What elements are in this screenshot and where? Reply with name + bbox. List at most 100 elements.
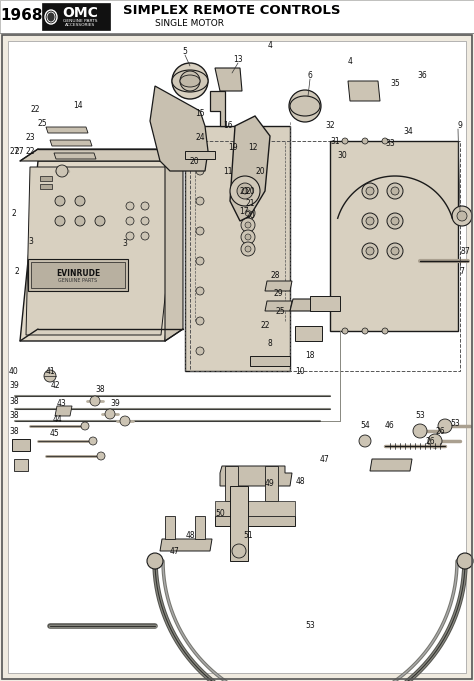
Polygon shape — [20, 149, 183, 161]
Text: 16: 16 — [223, 121, 233, 131]
Text: 21: 21 — [239, 187, 249, 195]
Circle shape — [362, 138, 368, 144]
Circle shape — [89, 437, 97, 445]
Circle shape — [297, 98, 313, 114]
Text: 22: 22 — [30, 106, 40, 114]
Circle shape — [55, 196, 65, 206]
Circle shape — [147, 553, 163, 569]
Circle shape — [120, 416, 130, 426]
Text: 25: 25 — [275, 306, 285, 315]
Circle shape — [382, 138, 388, 144]
Text: 53: 53 — [305, 622, 315, 631]
Circle shape — [241, 218, 255, 232]
Circle shape — [230, 176, 260, 206]
Text: 20: 20 — [255, 166, 265, 176]
Circle shape — [196, 197, 204, 205]
Text: 37: 37 — [460, 247, 470, 255]
Text: 3: 3 — [123, 238, 128, 247]
Polygon shape — [250, 356, 290, 366]
Text: 43: 43 — [57, 400, 67, 409]
Circle shape — [44, 370, 56, 382]
Circle shape — [196, 317, 204, 325]
Circle shape — [387, 183, 403, 199]
Circle shape — [126, 202, 134, 210]
Text: 38: 38 — [9, 396, 19, 405]
Text: 17: 17 — [239, 206, 249, 215]
Circle shape — [391, 187, 399, 195]
Text: 15: 15 — [195, 108, 205, 118]
Polygon shape — [220, 466, 292, 486]
Text: 32: 32 — [325, 121, 335, 131]
Text: 48: 48 — [295, 477, 305, 486]
Text: 26: 26 — [435, 426, 445, 436]
Text: 12: 12 — [248, 144, 258, 153]
Circle shape — [452, 206, 472, 226]
Text: SINGLE MOTOR: SINGLE MOTOR — [155, 18, 224, 27]
Text: 18: 18 — [305, 351, 315, 360]
Ellipse shape — [45, 10, 57, 24]
Text: 51: 51 — [243, 531, 253, 541]
Circle shape — [366, 217, 374, 225]
Text: GENUINE PARTS
ACCESSORIES: GENUINE PARTS ACCESSORIES — [63, 18, 97, 27]
Polygon shape — [215, 501, 295, 516]
Ellipse shape — [290, 96, 320, 116]
Circle shape — [126, 232, 134, 240]
Text: 53: 53 — [415, 411, 425, 420]
Text: 47: 47 — [320, 454, 330, 464]
Text: 50: 50 — [215, 509, 225, 518]
Text: 31: 31 — [330, 136, 340, 146]
Text: 23: 23 — [25, 133, 35, 142]
Circle shape — [362, 328, 368, 334]
Circle shape — [141, 202, 149, 210]
Text: 6: 6 — [308, 71, 312, 80]
Polygon shape — [55, 406, 72, 416]
Polygon shape — [185, 126, 290, 371]
Text: 19: 19 — [228, 144, 238, 153]
Circle shape — [391, 217, 399, 225]
Circle shape — [97, 452, 105, 460]
Polygon shape — [290, 299, 328, 311]
Text: 10: 10 — [295, 366, 305, 375]
Text: 22: 22 — [260, 321, 270, 330]
Text: 20: 20 — [189, 157, 199, 165]
Text: 4: 4 — [347, 57, 353, 65]
Text: 49: 49 — [265, 479, 275, 488]
Polygon shape — [160, 539, 212, 551]
Text: SIMPLEX REMOTE CONTROLS: SIMPLEX REMOTE CONTROLS — [123, 5, 340, 18]
Circle shape — [428, 434, 442, 448]
Circle shape — [242, 198, 248, 204]
Text: 45: 45 — [50, 428, 60, 437]
Circle shape — [237, 183, 253, 199]
Polygon shape — [165, 516, 175, 539]
Text: 38: 38 — [95, 385, 105, 394]
Text: 11: 11 — [223, 166, 233, 176]
Text: 42: 42 — [50, 381, 60, 390]
Text: 41: 41 — [45, 366, 55, 375]
Text: 54: 54 — [360, 422, 370, 430]
Text: 35: 35 — [390, 80, 400, 89]
Circle shape — [359, 435, 371, 447]
Text: 29: 29 — [273, 289, 283, 298]
Bar — [0, 0, 474, 33]
Circle shape — [366, 187, 374, 195]
Circle shape — [105, 409, 115, 419]
Circle shape — [342, 328, 348, 334]
Polygon shape — [210, 91, 225, 126]
Text: 1968: 1968 — [1, 8, 43, 24]
Circle shape — [75, 196, 85, 206]
Text: 48: 48 — [185, 531, 195, 541]
Text: 25: 25 — [37, 118, 47, 127]
Text: EVINRUDE: EVINRUDE — [56, 268, 100, 277]
Bar — [12, 439, 30, 451]
Polygon shape — [26, 167, 179, 335]
Polygon shape — [348, 81, 380, 101]
Polygon shape — [150, 86, 208, 171]
Circle shape — [55, 216, 65, 226]
Circle shape — [141, 232, 149, 240]
Circle shape — [241, 230, 255, 244]
Circle shape — [362, 243, 378, 259]
Circle shape — [141, 217, 149, 225]
Text: 33: 33 — [385, 138, 395, 148]
Polygon shape — [370, 459, 412, 471]
Text: 8: 8 — [268, 338, 273, 347]
